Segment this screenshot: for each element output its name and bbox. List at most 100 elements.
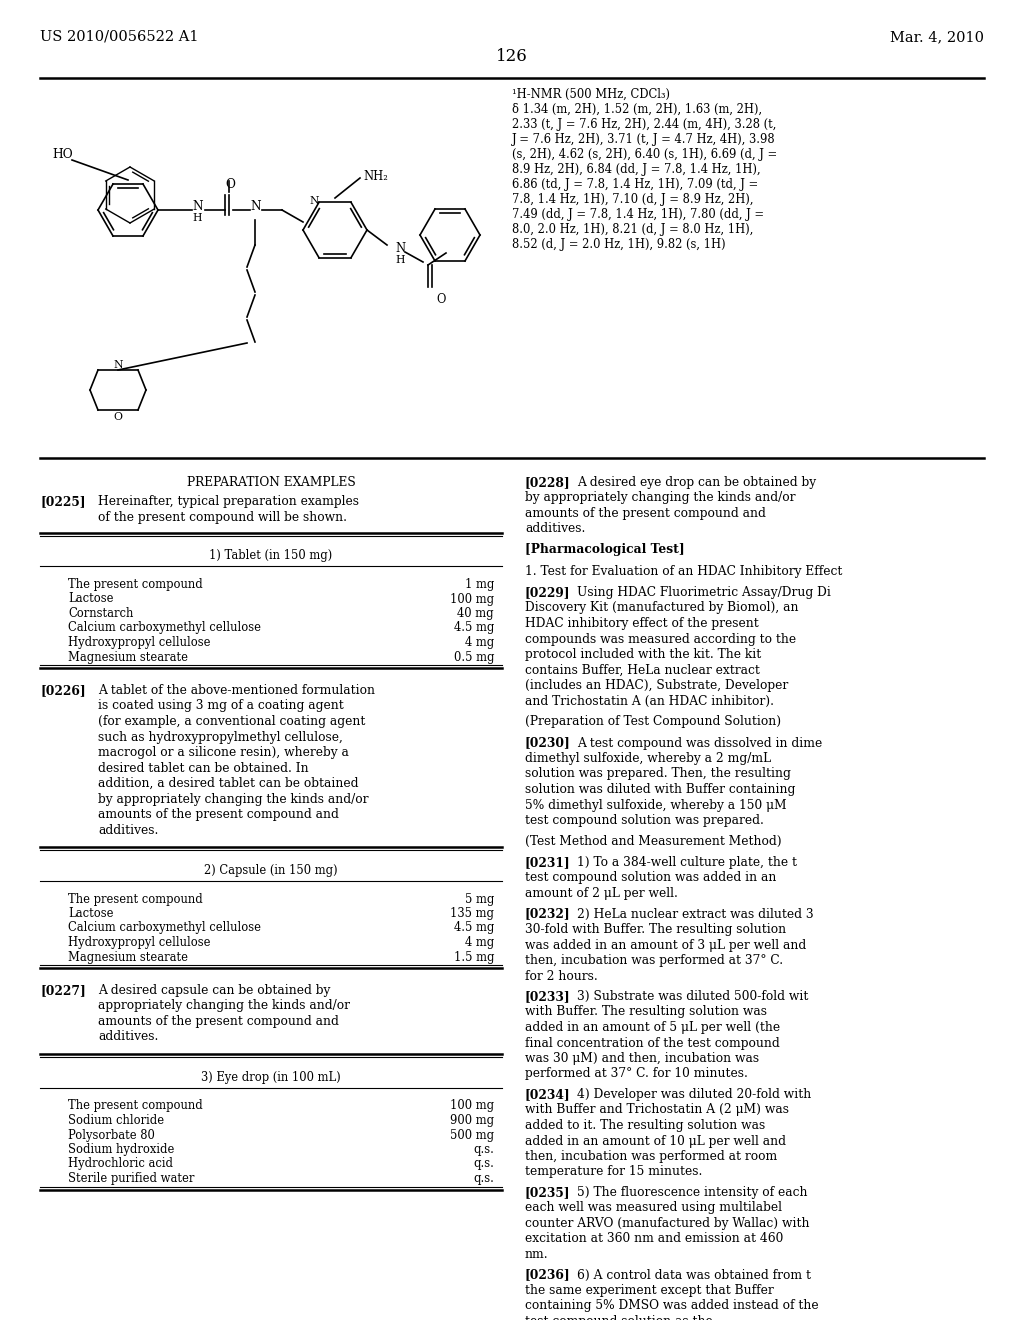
Text: [0236]: [0236] xyxy=(525,1269,570,1282)
Text: 126: 126 xyxy=(496,48,528,65)
Text: 2) HeLa nuclear extract was diluted 3: 2) HeLa nuclear extract was diluted 3 xyxy=(577,908,814,920)
Text: A desired eye drop can be obtained by: A desired eye drop can be obtained by xyxy=(577,477,816,488)
Text: Hydroxypropyl cellulose: Hydroxypropyl cellulose xyxy=(68,936,211,949)
Text: N: N xyxy=(395,242,406,255)
Text: O: O xyxy=(225,178,234,191)
Text: 6.86 (td, J = 7.8, 1.4 Hz, 1H), 7.09 (td, J =: 6.86 (td, J = 7.8, 1.4 Hz, 1H), 7.09 (td… xyxy=(512,178,758,191)
Text: test compound solution was added in an: test compound solution was added in an xyxy=(525,871,776,884)
Text: of the present compound will be shown.: of the present compound will be shown. xyxy=(98,511,347,524)
Text: [0226]: [0226] xyxy=(40,684,86,697)
Text: The present compound: The present compound xyxy=(68,578,203,591)
Text: δ 1.34 (m, 2H), 1.52 (m, 2H), 1.63 (m, 2H),: δ 1.34 (m, 2H), 1.52 (m, 2H), 1.63 (m, 2… xyxy=(512,103,762,116)
Text: 500 mg: 500 mg xyxy=(450,1129,494,1142)
Text: 1.5 mg: 1.5 mg xyxy=(454,950,494,964)
Text: The present compound: The present compound xyxy=(68,892,203,906)
Text: Discovery Kit (manufactured by Biomol), an: Discovery Kit (manufactured by Biomol), … xyxy=(525,602,799,615)
Text: nm.: nm. xyxy=(525,1247,549,1261)
Text: 7.8, 1.4 Hz, 1H), 7.10 (d, J = 8.9 Hz, 2H),: 7.8, 1.4 Hz, 1H), 7.10 (d, J = 8.9 Hz, 2… xyxy=(512,193,754,206)
Text: 2.33 (t, J = 7.6 Hz, 2H), 2.44 (m, 4H), 3.28 (t,: 2.33 (t, J = 7.6 Hz, 2H), 2.44 (m, 4H), … xyxy=(512,117,776,131)
Text: HDAC inhibitory effect of the present: HDAC inhibitory effect of the present xyxy=(525,616,759,630)
Text: test compound solution was prepared.: test compound solution was prepared. xyxy=(525,814,764,828)
Text: amounts of the present compound and: amounts of the present compound and xyxy=(525,507,766,520)
Text: 4.5 mg: 4.5 mg xyxy=(454,622,494,635)
Text: and Trichostatin A (an HDAC inhibitor).: and Trichostatin A (an HDAC inhibitor). xyxy=(525,694,774,708)
Text: appropriately changing the kinds and/or: appropriately changing the kinds and/or xyxy=(98,999,350,1012)
Text: N: N xyxy=(114,360,123,370)
Text: 7.49 (dd, J = 7.8, 1.4 Hz, 1H), 7.80 (dd, J =: 7.49 (dd, J = 7.8, 1.4 Hz, 1H), 7.80 (dd… xyxy=(512,209,764,220)
Text: dimethyl sulfoxide, whereby a 2 mg/mL: dimethyl sulfoxide, whereby a 2 mg/mL xyxy=(525,752,771,766)
Text: 100 mg: 100 mg xyxy=(450,593,494,606)
Text: Calcium carboxymethyl cellulose: Calcium carboxymethyl cellulose xyxy=(68,622,261,635)
Text: Magnesium stearate: Magnesium stearate xyxy=(68,950,188,964)
Text: amounts of the present compound and: amounts of the present compound and xyxy=(98,1015,339,1028)
Text: [0228]: [0228] xyxy=(525,477,570,488)
Text: compounds was measured according to the: compounds was measured according to the xyxy=(525,632,796,645)
Text: each well was measured using multilabel: each well was measured using multilabel xyxy=(525,1201,782,1214)
Text: amounts of the present compound and: amounts of the present compound and xyxy=(98,808,339,821)
Text: added in an amount of 10 μL per well and: added in an amount of 10 μL per well and xyxy=(525,1134,786,1147)
Text: [0231]: [0231] xyxy=(525,855,570,869)
Text: H: H xyxy=(193,213,202,223)
Text: Magnesium stearate: Magnesium stearate xyxy=(68,651,188,664)
Text: HO: HO xyxy=(52,148,73,161)
Text: H: H xyxy=(395,255,404,265)
Text: Polysorbate 80: Polysorbate 80 xyxy=(68,1129,155,1142)
Text: by appropriately changing the kinds and/or: by appropriately changing the kinds and/… xyxy=(98,792,369,805)
Text: O: O xyxy=(114,412,123,422)
Text: Calcium carboxymethyl cellulose: Calcium carboxymethyl cellulose xyxy=(68,921,261,935)
Text: Hydroxypropyl cellulose: Hydroxypropyl cellulose xyxy=(68,636,211,649)
Text: 6) A control data was obtained from t: 6) A control data was obtained from t xyxy=(577,1269,811,1282)
Text: addition, a desired tablet can be obtained: addition, a desired tablet can be obtain… xyxy=(98,777,358,789)
Text: [0232]: [0232] xyxy=(525,908,570,920)
Text: with Buffer. The resulting solution was: with Buffer. The resulting solution was xyxy=(525,1006,767,1019)
Text: 1. Test for Evaluation of an HDAC Inhibitory Effect: 1. Test for Evaluation of an HDAC Inhibi… xyxy=(525,565,843,578)
Text: [Pharmacological Test]: [Pharmacological Test] xyxy=(525,543,685,556)
Text: macrogol or a silicone resin), whereby a: macrogol or a silicone resin), whereby a xyxy=(98,746,349,759)
Text: 4 mg: 4 mg xyxy=(465,636,494,649)
Text: containing 5% DMSO was added instead of the: containing 5% DMSO was added instead of … xyxy=(525,1299,818,1312)
Text: was 30 μM) and then, incubation was: was 30 μM) and then, incubation was xyxy=(525,1052,759,1065)
Text: counter ARVO (manufactured by Wallac) with: counter ARVO (manufactured by Wallac) wi… xyxy=(525,1217,810,1230)
Text: [0229]: [0229] xyxy=(525,586,570,599)
Text: [0227]: [0227] xyxy=(40,983,86,997)
Text: 5 mg: 5 mg xyxy=(465,892,494,906)
Text: (Preparation of Test Compound Solution): (Preparation of Test Compound Solution) xyxy=(525,715,781,729)
Text: 4 mg: 4 mg xyxy=(465,936,494,949)
Text: test compound solution as the: test compound solution as the xyxy=(525,1315,713,1320)
Text: [0235]: [0235] xyxy=(525,1185,570,1199)
Text: ¹H-NMR (500 MHz, CDCl₃): ¹H-NMR (500 MHz, CDCl₃) xyxy=(512,88,670,102)
Text: 1 mg: 1 mg xyxy=(465,578,494,591)
Text: (s, 2H), 4.62 (s, 2H), 6.40 (s, 1H), 6.69 (d, J =: (s, 2H), 4.62 (s, 2H), 6.40 (s, 1H), 6.6… xyxy=(512,148,777,161)
Text: additives.: additives. xyxy=(98,1031,159,1044)
Text: 0.5 mg: 0.5 mg xyxy=(454,651,494,664)
Text: Cornstarch: Cornstarch xyxy=(68,607,133,620)
Text: The present compound: The present compound xyxy=(68,1100,203,1113)
Text: PREPARATION EXAMPLES: PREPARATION EXAMPLES xyxy=(186,477,355,488)
Text: added in an amount of 5 μL per well (the: added in an amount of 5 μL per well (the xyxy=(525,1020,780,1034)
Text: 3) Eye drop (in 100 mL): 3) Eye drop (in 100 mL) xyxy=(201,1071,341,1084)
Text: such as hydroxypropylmethyl cellulose,: such as hydroxypropylmethyl cellulose, xyxy=(98,730,343,743)
Text: additives.: additives. xyxy=(525,523,586,536)
Text: [0234]: [0234] xyxy=(525,1088,570,1101)
Text: Sodium chloride: Sodium chloride xyxy=(68,1114,164,1127)
Text: [0230]: [0230] xyxy=(525,737,570,750)
Text: [0233]: [0233] xyxy=(525,990,570,1003)
Text: 900 mg: 900 mg xyxy=(450,1114,494,1127)
Text: [0225]: [0225] xyxy=(40,495,85,508)
Text: is coated using 3 mg of a coating agent: is coated using 3 mg of a coating agent xyxy=(98,700,344,713)
Text: 8.9 Hz, 2H), 6.84 (dd, J = 7.8, 1.4 Hz, 1H),: 8.9 Hz, 2H), 6.84 (dd, J = 7.8, 1.4 Hz, … xyxy=(512,162,761,176)
Text: (for example, a conventional coating agent: (for example, a conventional coating age… xyxy=(98,715,366,729)
Text: final concentration of the test compound: final concentration of the test compound xyxy=(525,1036,779,1049)
Text: 100 mg: 100 mg xyxy=(450,1100,494,1113)
Text: 135 mg: 135 mg xyxy=(450,907,494,920)
Text: protocol included with the kit. The kit: protocol included with the kit. The kit xyxy=(525,648,761,661)
Text: q.s.: q.s. xyxy=(473,1158,494,1171)
Text: 8.52 (d, J = 2.0 Hz, 1H), 9.82 (s, 1H): 8.52 (d, J = 2.0 Hz, 1H), 9.82 (s, 1H) xyxy=(512,238,726,251)
Text: solution was diluted with Buffer containing: solution was diluted with Buffer contain… xyxy=(525,783,796,796)
Text: amount of 2 μL per well.: amount of 2 μL per well. xyxy=(525,887,678,900)
Text: 4.5 mg: 4.5 mg xyxy=(454,921,494,935)
Text: desired tablet can be obtained. In: desired tablet can be obtained. In xyxy=(98,762,308,775)
Text: (includes an HDAC), Substrate, Developer: (includes an HDAC), Substrate, Developer xyxy=(525,678,788,692)
Text: NH₂: NH₂ xyxy=(362,170,388,183)
Text: 1) To a 384-well culture plate, the t: 1) To a 384-well culture plate, the t xyxy=(577,855,797,869)
